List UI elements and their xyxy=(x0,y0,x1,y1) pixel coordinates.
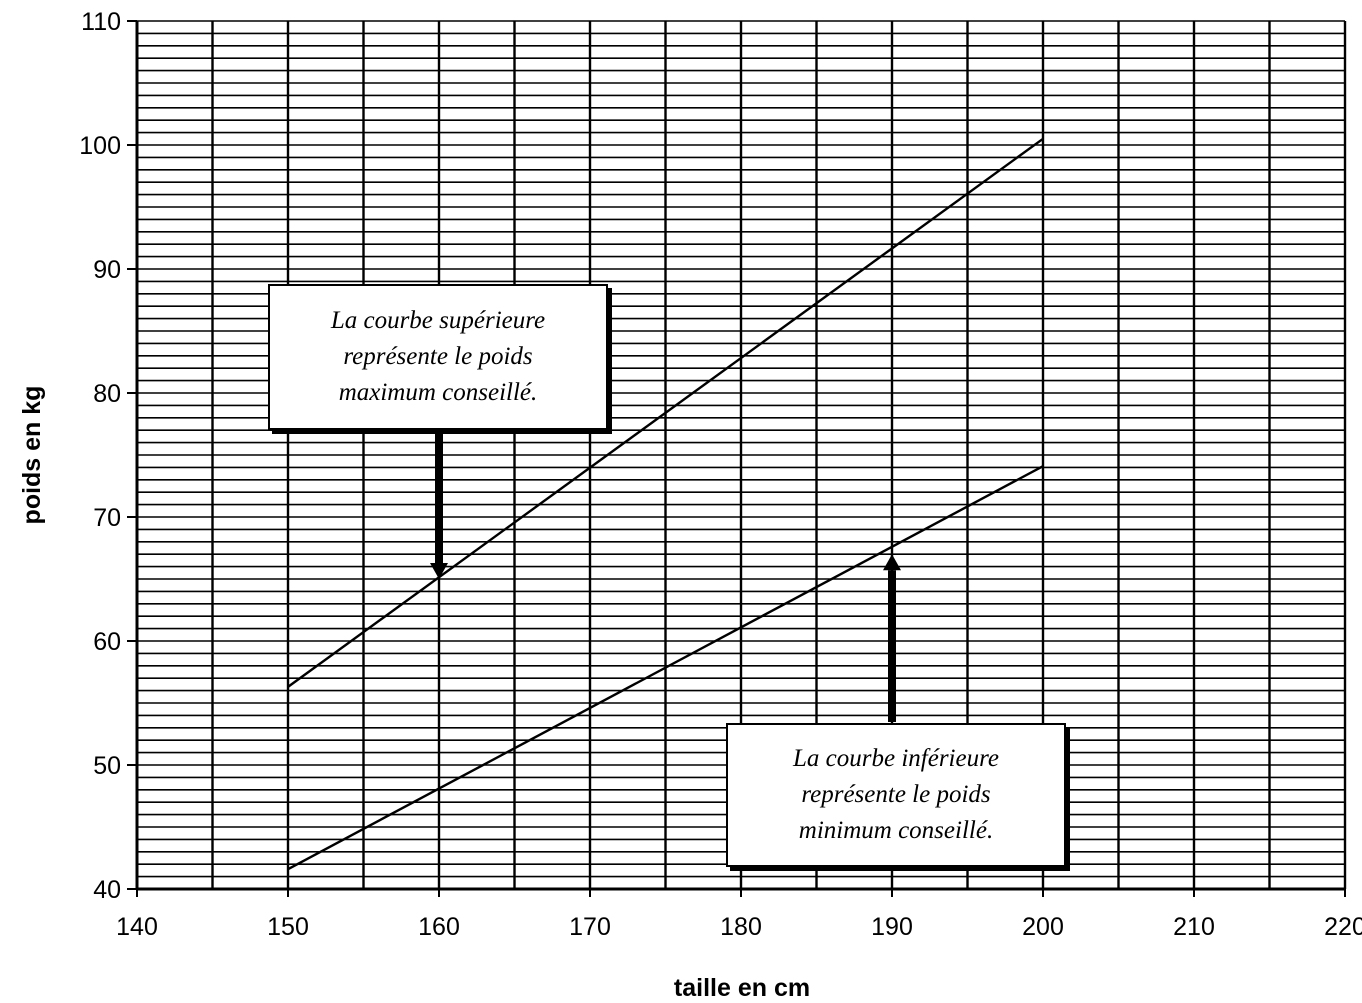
y-tick-label: 40 xyxy=(93,876,121,904)
y-tick-label: 100 xyxy=(79,132,121,160)
y-tick-label: 80 xyxy=(93,380,121,408)
arrow-head xyxy=(430,563,448,579)
upper-note-arrow xyxy=(430,432,448,579)
y-tick-label: 50 xyxy=(93,752,121,780)
arrow-head xyxy=(883,554,901,570)
x-axis-title: taille en cm xyxy=(674,974,810,1002)
y-axis-ticks: 40 50 60 70 80 90 100 110 xyxy=(79,8,137,904)
y-tick-label: 60 xyxy=(93,628,121,656)
x-tick-label: 160 xyxy=(418,913,460,941)
x-tick-label: 170 xyxy=(569,913,611,941)
upper-curve-note-text: La courbe supérieure représente le poids… xyxy=(331,303,545,411)
upper-curve-note: La courbe supérieure représente le poids… xyxy=(268,284,608,430)
x-tick-label: 220 xyxy=(1324,913,1362,941)
y-tick-label: 70 xyxy=(93,504,121,532)
x-tick-label: 190 xyxy=(871,913,913,941)
x-tick-label: 150 xyxy=(267,913,309,941)
x-tick-label: 180 xyxy=(720,913,762,941)
x-tick-label: 200 xyxy=(1022,913,1064,941)
x-axis-ticks: 140 150 160 170 180 190 200 210 220 xyxy=(116,889,1362,941)
y-tick-label: 90 xyxy=(93,256,121,284)
lower-curve-note-text: La courbe inférieure représente le poids… xyxy=(793,741,999,849)
x-tick-label: 140 xyxy=(116,913,158,941)
x-tick-label: 210 xyxy=(1173,913,1215,941)
y-axis-title: poids en kg xyxy=(18,386,46,525)
y-tick-label: 110 xyxy=(81,8,121,36)
lower-curve-note: La courbe inférieure représente le poids… xyxy=(726,723,1066,867)
